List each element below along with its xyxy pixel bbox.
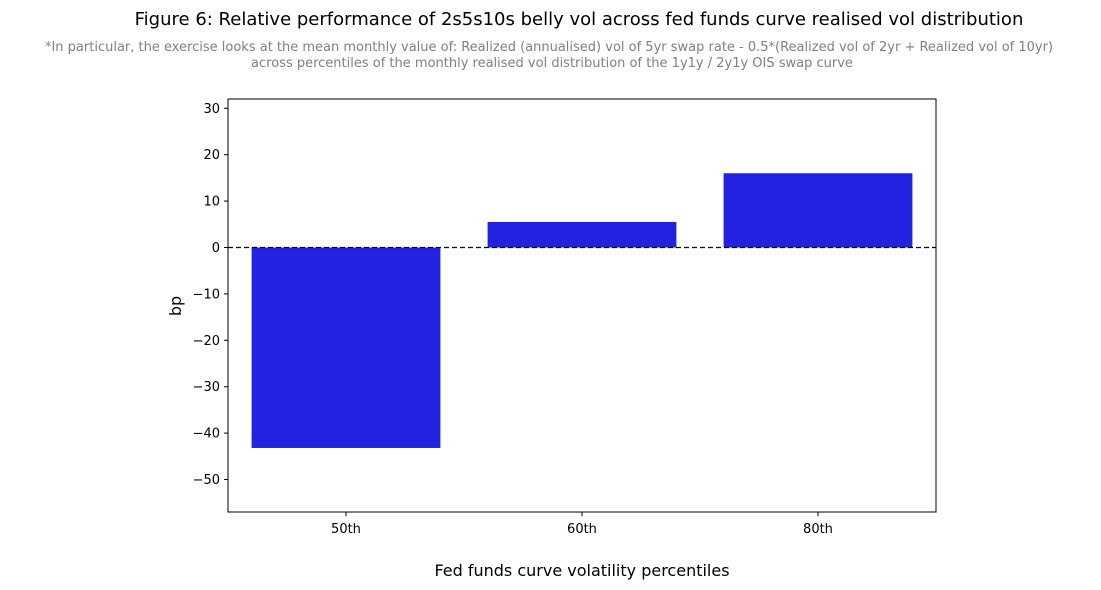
y-tick-label: 10 <box>203 195 220 210</box>
y-tick-label: 20 <box>203 148 220 163</box>
bar-50th <box>251 247 441 448</box>
y-tick-label: −10 <box>193 287 220 302</box>
x-tick-label: 60th <box>567 522 597 537</box>
y-tick-label: 30 <box>203 102 220 117</box>
x-tick-label: 80th <box>803 522 833 537</box>
y-tick-label: −40 <box>193 427 220 442</box>
chart-subtitle-line-2: across percentiles of the monthly realis… <box>251 56 853 71</box>
y-tick-label: −20 <box>193 334 220 349</box>
y-tick-label: 0 <box>212 241 220 256</box>
y-axis: −50 −40 −30 −20 −10 0 10 20 30 <box>193 102 228 488</box>
chart-title: Figure 6: Relative performance of 2s5s10… <box>135 9 1024 30</box>
bar-60th <box>487 221 677 248</box>
y-tick-label: −50 <box>193 473 220 488</box>
y-tick-label: −30 <box>193 380 220 395</box>
bars-group <box>251 173 913 448</box>
chart-subtitle-line-1: *In particular, the exercise looks at th… <box>45 40 1053 55</box>
x-tick-label: 50th <box>331 522 361 537</box>
x-axis-label: Fed funds curve volatility percentiles <box>434 561 729 580</box>
y-axis-label: bp <box>166 296 185 316</box>
bar-80th <box>723 173 913 248</box>
x-axis: 50th 60th 80th <box>331 512 833 537</box>
